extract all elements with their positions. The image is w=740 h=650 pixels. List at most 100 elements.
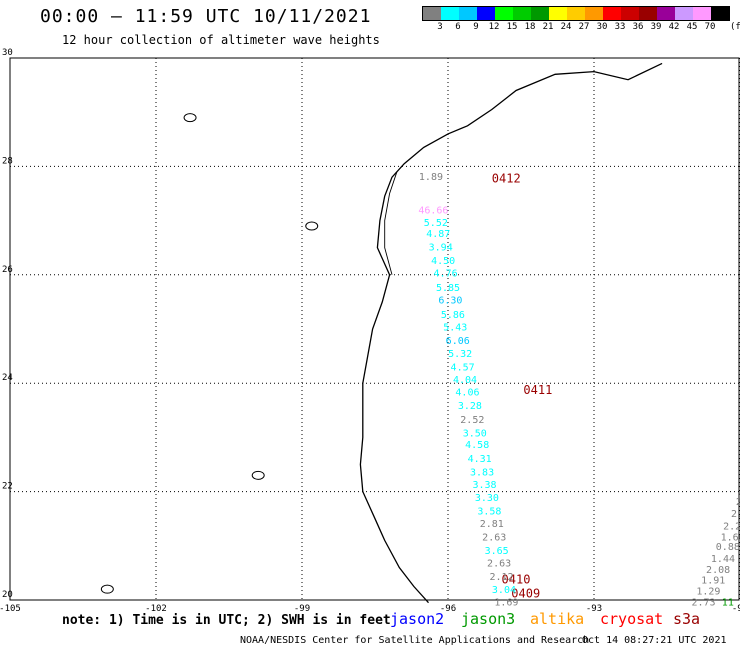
color-scale-label: 30 <box>596 22 608 32</box>
lake-outline <box>305 221 319 231</box>
color-scale-unit: (ft) <box>730 22 740 32</box>
color-scale-box <box>603 7 621 20</box>
wave-height-value: 2.29 <box>723 522 740 533</box>
lake-outline <box>183 113 197 123</box>
wave-height-value: 3.50 <box>463 428 487 439</box>
barrier-island <box>384 171 398 275</box>
color-scale-label: 3 <box>437 22 443 32</box>
wave-height-value: 2.52 <box>460 415 484 426</box>
color-scale-label: 42 <box>668 22 680 32</box>
wave-height-value: 3.65 <box>485 546 509 557</box>
wave-height-value: 3.04 <box>492 585 516 596</box>
lat-label: 22 <box>2 482 13 492</box>
lon-label: -99 <box>294 604 310 614</box>
lat-label: 26 <box>2 265 13 275</box>
wave-height-value: 5.52 <box>424 218 448 229</box>
color-scale-label: 27 <box>578 22 590 32</box>
timestamp-text: Oct 14 08:27:21 UTC 2021 <box>582 635 727 646</box>
color-scale-label: 33 <box>614 22 626 32</box>
wave-height-value: 6.06 <box>446 336 470 347</box>
wave-height-value: 2.12 <box>489 572 513 583</box>
wave-height-value: 5.32 <box>448 349 472 360</box>
wave-height-value: 4.87 <box>426 229 450 240</box>
lon-label: -102 <box>145 604 167 614</box>
wave-height-value: 4.06 <box>455 388 479 399</box>
wave-height-value: 1.66 <box>721 532 740 543</box>
color-scale-box <box>549 7 567 20</box>
track-label: 0412 <box>492 172 521 186</box>
color-scale-label: 9 <box>473 22 479 32</box>
note-text: note: 1) Time is in UTC; 2) SWH is in fe… <box>62 613 391 628</box>
color-scale-box <box>459 7 477 20</box>
color-scale-label: 12 <box>488 22 500 32</box>
lon-label: -93 <box>586 604 602 614</box>
wave-height-value: 2.63 <box>487 558 511 569</box>
color-scale-box <box>441 7 459 20</box>
color-scale-box <box>585 7 603 20</box>
wave-height-value: 3.83 <box>470 467 494 478</box>
page-title: 00:00 – 11:59 UTC 10/11/2021 <box>40 6 372 27</box>
color-scale-label: 18 <box>524 22 536 32</box>
lake-outline <box>251 470 265 480</box>
color-scale-box <box>513 7 531 20</box>
wave-height-value: 46.66 <box>418 206 448 217</box>
wave-height-value: 6.30 <box>438 296 462 307</box>
color-scale-box <box>477 7 495 20</box>
lat-label: 20 <box>2 590 13 600</box>
wave-height-value: 3.28 <box>458 401 482 412</box>
wave-height-value: 2.63 <box>482 532 506 543</box>
color-scale-boxes <box>422 6 730 21</box>
wave-height-value: 5.85 <box>436 283 460 294</box>
wave-height-value: 4.31 <box>468 454 492 465</box>
coastline <box>359 62 663 604</box>
wave-height-value: 1.89 <box>419 172 443 183</box>
color-scale-label: 45 <box>686 22 698 32</box>
wave-height-value: 2.9 <box>731 509 740 520</box>
wave-height-value: 4.58 <box>465 440 489 451</box>
wave-height-value: 5.86 <box>441 310 465 321</box>
legend-item-jason3: jason3 <box>461 610 516 628</box>
lat-label: 30 <box>2 48 13 58</box>
wave-height-value: 4.04 <box>453 375 477 386</box>
color-scale-label: 6 <box>455 22 461 32</box>
color-scale-box <box>423 7 441 20</box>
wave-height-value: 0.88 <box>716 542 740 553</box>
color-scale-label: 24 <box>560 22 572 32</box>
track-label: 0411 <box>523 383 552 397</box>
track-label: 0409 <box>511 586 540 600</box>
wave-height-value: 2.73 <box>691 597 715 608</box>
legend-item-s3a: s3a <box>673 610 701 628</box>
lon-label: -90 <box>732 604 740 614</box>
lake-outline <box>100 584 114 594</box>
wave-height-value: 11 <box>722 597 734 608</box>
lat-label: 28 <box>2 156 13 166</box>
color-scale-box <box>711 7 729 20</box>
color-scale-box <box>675 7 693 20</box>
wave-height-value: 4.57 <box>451 363 475 374</box>
color-scale-box <box>639 7 657 20</box>
wave-height-value: 1.69 <box>494 597 518 608</box>
wave-height-value: 2.08 <box>706 565 730 576</box>
credit-text: NOAA/NESDIS Center for Satellite Applica… <box>240 635 590 646</box>
lat-label: 24 <box>2 373 13 383</box>
color-scale-label: 70 <box>704 22 716 32</box>
wave-height-value: 2.4 <box>738 486 740 497</box>
wave-height-value: 3.58 <box>477 506 501 517</box>
wave-height-value: 3.30 <box>475 493 499 504</box>
legend-item-altika: altika <box>530 610 585 628</box>
track-label: 0410 <box>502 573 531 587</box>
wave-height-value: 1.29 <box>696 587 720 598</box>
wave-height-value: 4.76 <box>434 268 458 279</box>
lon-label: -105 <box>0 604 21 614</box>
page-subtitle: 12 hour collection of altimeter wave hei… <box>62 33 380 47</box>
wave-height-value: 4.50 <box>431 256 455 267</box>
color-scale-label: 15 <box>506 22 518 32</box>
wave-height-value: 1.91 <box>701 576 725 587</box>
color-scale-label: 36 <box>632 22 644 32</box>
wave-height-value: 1.44 <box>711 554 735 565</box>
color-scale-box <box>657 7 675 20</box>
color-scale-box <box>495 7 513 20</box>
